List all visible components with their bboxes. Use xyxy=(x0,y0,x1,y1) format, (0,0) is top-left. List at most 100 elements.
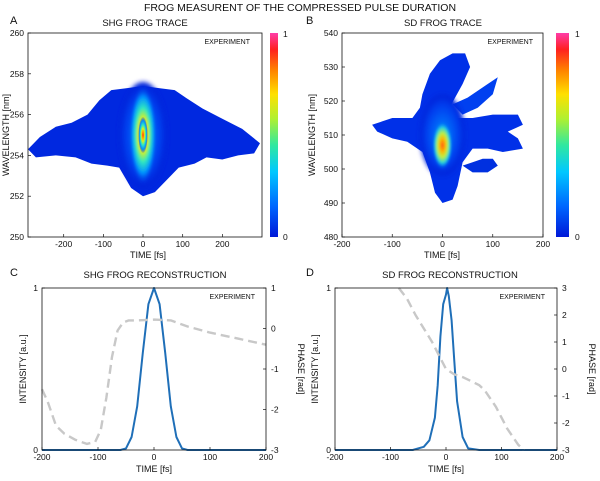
figure-title: FROG MEASURENT OF THE COMPRESSED PULSE D… xyxy=(144,2,456,14)
y-tick-label: 250 xyxy=(10,232,24,242)
y2-tick-label: 3 xyxy=(562,283,567,293)
panel-letter-c: C xyxy=(10,267,18,279)
y-tick-label: 510 xyxy=(324,130,338,140)
panel-c-frame xyxy=(41,287,267,451)
sd-trace-peak xyxy=(432,121,453,169)
y-tick-label: 500 xyxy=(324,164,338,174)
panel-a-xlabel: TIME [fs] xyxy=(130,250,166,260)
y-tick-label: 0 xyxy=(326,445,331,455)
x-tick-label: -100 xyxy=(384,239,401,249)
x-tick-label: -200 xyxy=(333,239,350,249)
panel-c-plot-area xyxy=(40,287,267,451)
x-tick-label: 200 xyxy=(550,452,564,462)
y-tick-label: 254 xyxy=(10,150,24,160)
y2-tick-label: -2 xyxy=(562,418,570,428)
y-tick-label: 256 xyxy=(10,110,24,120)
y2-tick-label: -3 xyxy=(271,445,279,455)
intensity-line xyxy=(335,287,557,451)
panel-b-title: SD FROG TRACE xyxy=(404,18,482,29)
y2-tick-label: 1 xyxy=(562,337,567,347)
intensity-line xyxy=(42,287,266,451)
panel-b-annotation: EXPERIMENT xyxy=(487,39,533,46)
panel-a-colorbar-max: 1 xyxy=(283,29,288,39)
panel-d-ylabel: INTENSITY [a.u.] xyxy=(310,334,320,403)
x-tick-label: 0 xyxy=(444,452,449,462)
panel-d-annotation: EXPERIMENT xyxy=(499,294,545,301)
panel-d-y2label: PHASE [rad] xyxy=(587,343,597,394)
x-tick-label: -200 xyxy=(55,239,72,249)
panel-c-title: SHG FROG RECONSTRUCTION xyxy=(83,270,226,281)
y2-tick-label: 0 xyxy=(562,364,567,374)
y2-tick-label: -1 xyxy=(271,364,279,374)
panel-a-colorbar-min: 0 xyxy=(283,232,288,242)
x-tick-label: -200 xyxy=(33,452,50,462)
phase-line xyxy=(397,287,525,451)
x-tick-label: 100 xyxy=(494,452,508,462)
y2-tick-label: 0 xyxy=(271,324,276,334)
x-tick-label: 200 xyxy=(259,452,273,462)
panel-d: D SD FROG RECONSTRUCTION EXPERIMENT TIME… xyxy=(306,267,597,474)
panel-b-xlabel: TIME [fs] xyxy=(424,250,460,260)
panel-b-ticks: -200 -100 0 100 200 480 490 500 510 520 530 540 xyxy=(324,28,551,249)
panel-d-title: SD FROG RECONSTRUCTION xyxy=(382,270,518,281)
panel-b: B SD FROG TRACE EXPERIMENT TIME [fs] WAV… xyxy=(306,15,580,260)
x-tick-label: 200 xyxy=(215,239,229,249)
panel-a-frame xyxy=(27,32,263,238)
y-tick-label: 0 xyxy=(33,445,38,455)
y-tick-label: 1 xyxy=(326,283,331,293)
x-tick-label: -200 xyxy=(326,452,343,462)
y-tick-label: 260 xyxy=(10,28,24,38)
y-tick-label: 490 xyxy=(324,198,338,208)
panel-a: A SHG FROG TRACE EXPERIMENT TIME [fs] WA… xyxy=(1,15,288,260)
x-tick-label: 100 xyxy=(203,452,217,462)
panel-a-annotation: EXPERIMENT xyxy=(204,39,250,46)
shg-trace-peak xyxy=(138,116,148,154)
panel-a-plot-area xyxy=(28,81,260,197)
panel-b-colorbar-min: 0 xyxy=(575,232,580,242)
panel-d-frame xyxy=(334,287,558,451)
panel-d-ticks: -200 -100 0 100 200 0 1 3 2 1 0 -1 -2 -3 xyxy=(326,283,570,462)
panel-a-ticks: -200 -100 0 100 200 250 252 254 256 258 260 xyxy=(10,28,230,249)
panel-letter-a: A xyxy=(10,15,18,27)
x-tick-label: 100 xyxy=(176,239,190,249)
panel-c-ylabel: INTENSITY [a.u.] xyxy=(18,334,28,403)
y-tick-label: 480 xyxy=(324,232,338,242)
y2-tick-label: -3 xyxy=(562,445,570,455)
y-tick-label: 252 xyxy=(10,191,24,201)
x-tick-label: 0 xyxy=(141,239,146,249)
panel-letter-d: D xyxy=(306,267,314,279)
y-tick-label: 540 xyxy=(324,28,338,38)
panel-c-annotation: EXPERIMENT xyxy=(209,294,255,301)
panel-a-title: SHG FROG TRACE xyxy=(102,18,187,29)
x-tick-label: -100 xyxy=(89,452,106,462)
x-tick-label: 200 xyxy=(536,239,550,249)
x-tick-label: 0 xyxy=(152,452,157,462)
panel-b-plot-area xyxy=(372,53,523,204)
y2-tick-label: -2 xyxy=(271,405,279,415)
y-tick-label: 258 xyxy=(10,69,24,79)
y2-tick-label: 1 xyxy=(271,283,276,293)
y-tick-label: 1 xyxy=(33,283,38,293)
panel-letter-b: B xyxy=(306,15,313,27)
panel-b-colorbar xyxy=(556,33,569,237)
phase-line xyxy=(40,318,267,446)
x-tick-label: -100 xyxy=(95,239,112,249)
panel-a-colorbar xyxy=(270,33,278,237)
panel-c-xlabel: TIME [fs] xyxy=(136,464,172,474)
panel-d-plot-area xyxy=(335,287,557,451)
y2-tick-label: -1 xyxy=(562,391,570,401)
panel-a-ylabel: WAVELENGTH [nm] xyxy=(1,94,11,176)
panel-c-y2label: PHASE [rad] xyxy=(296,343,306,394)
panel-d-xlabel: TIME [fs] xyxy=(428,464,464,474)
x-tick-label: -100 xyxy=(382,452,399,462)
x-tick-label: 0 xyxy=(440,239,445,249)
panel-c: C SHG FROG RECONSTRUCTION EXPERIMENT TIM… xyxy=(10,267,306,474)
x-tick-label: 100 xyxy=(486,239,500,249)
y-tick-label: 520 xyxy=(324,96,338,106)
panel-b-ylabel: WAVELENGTH [nm] xyxy=(307,94,317,176)
sd-trace-lower-band xyxy=(462,158,498,173)
sd-trace-upper-band xyxy=(452,77,498,115)
y2-tick-label: 2 xyxy=(562,310,567,320)
panel-c-ticks: -200 -100 0 100 200 0 1 1 0 -1 -2 -3 xyxy=(33,283,279,462)
